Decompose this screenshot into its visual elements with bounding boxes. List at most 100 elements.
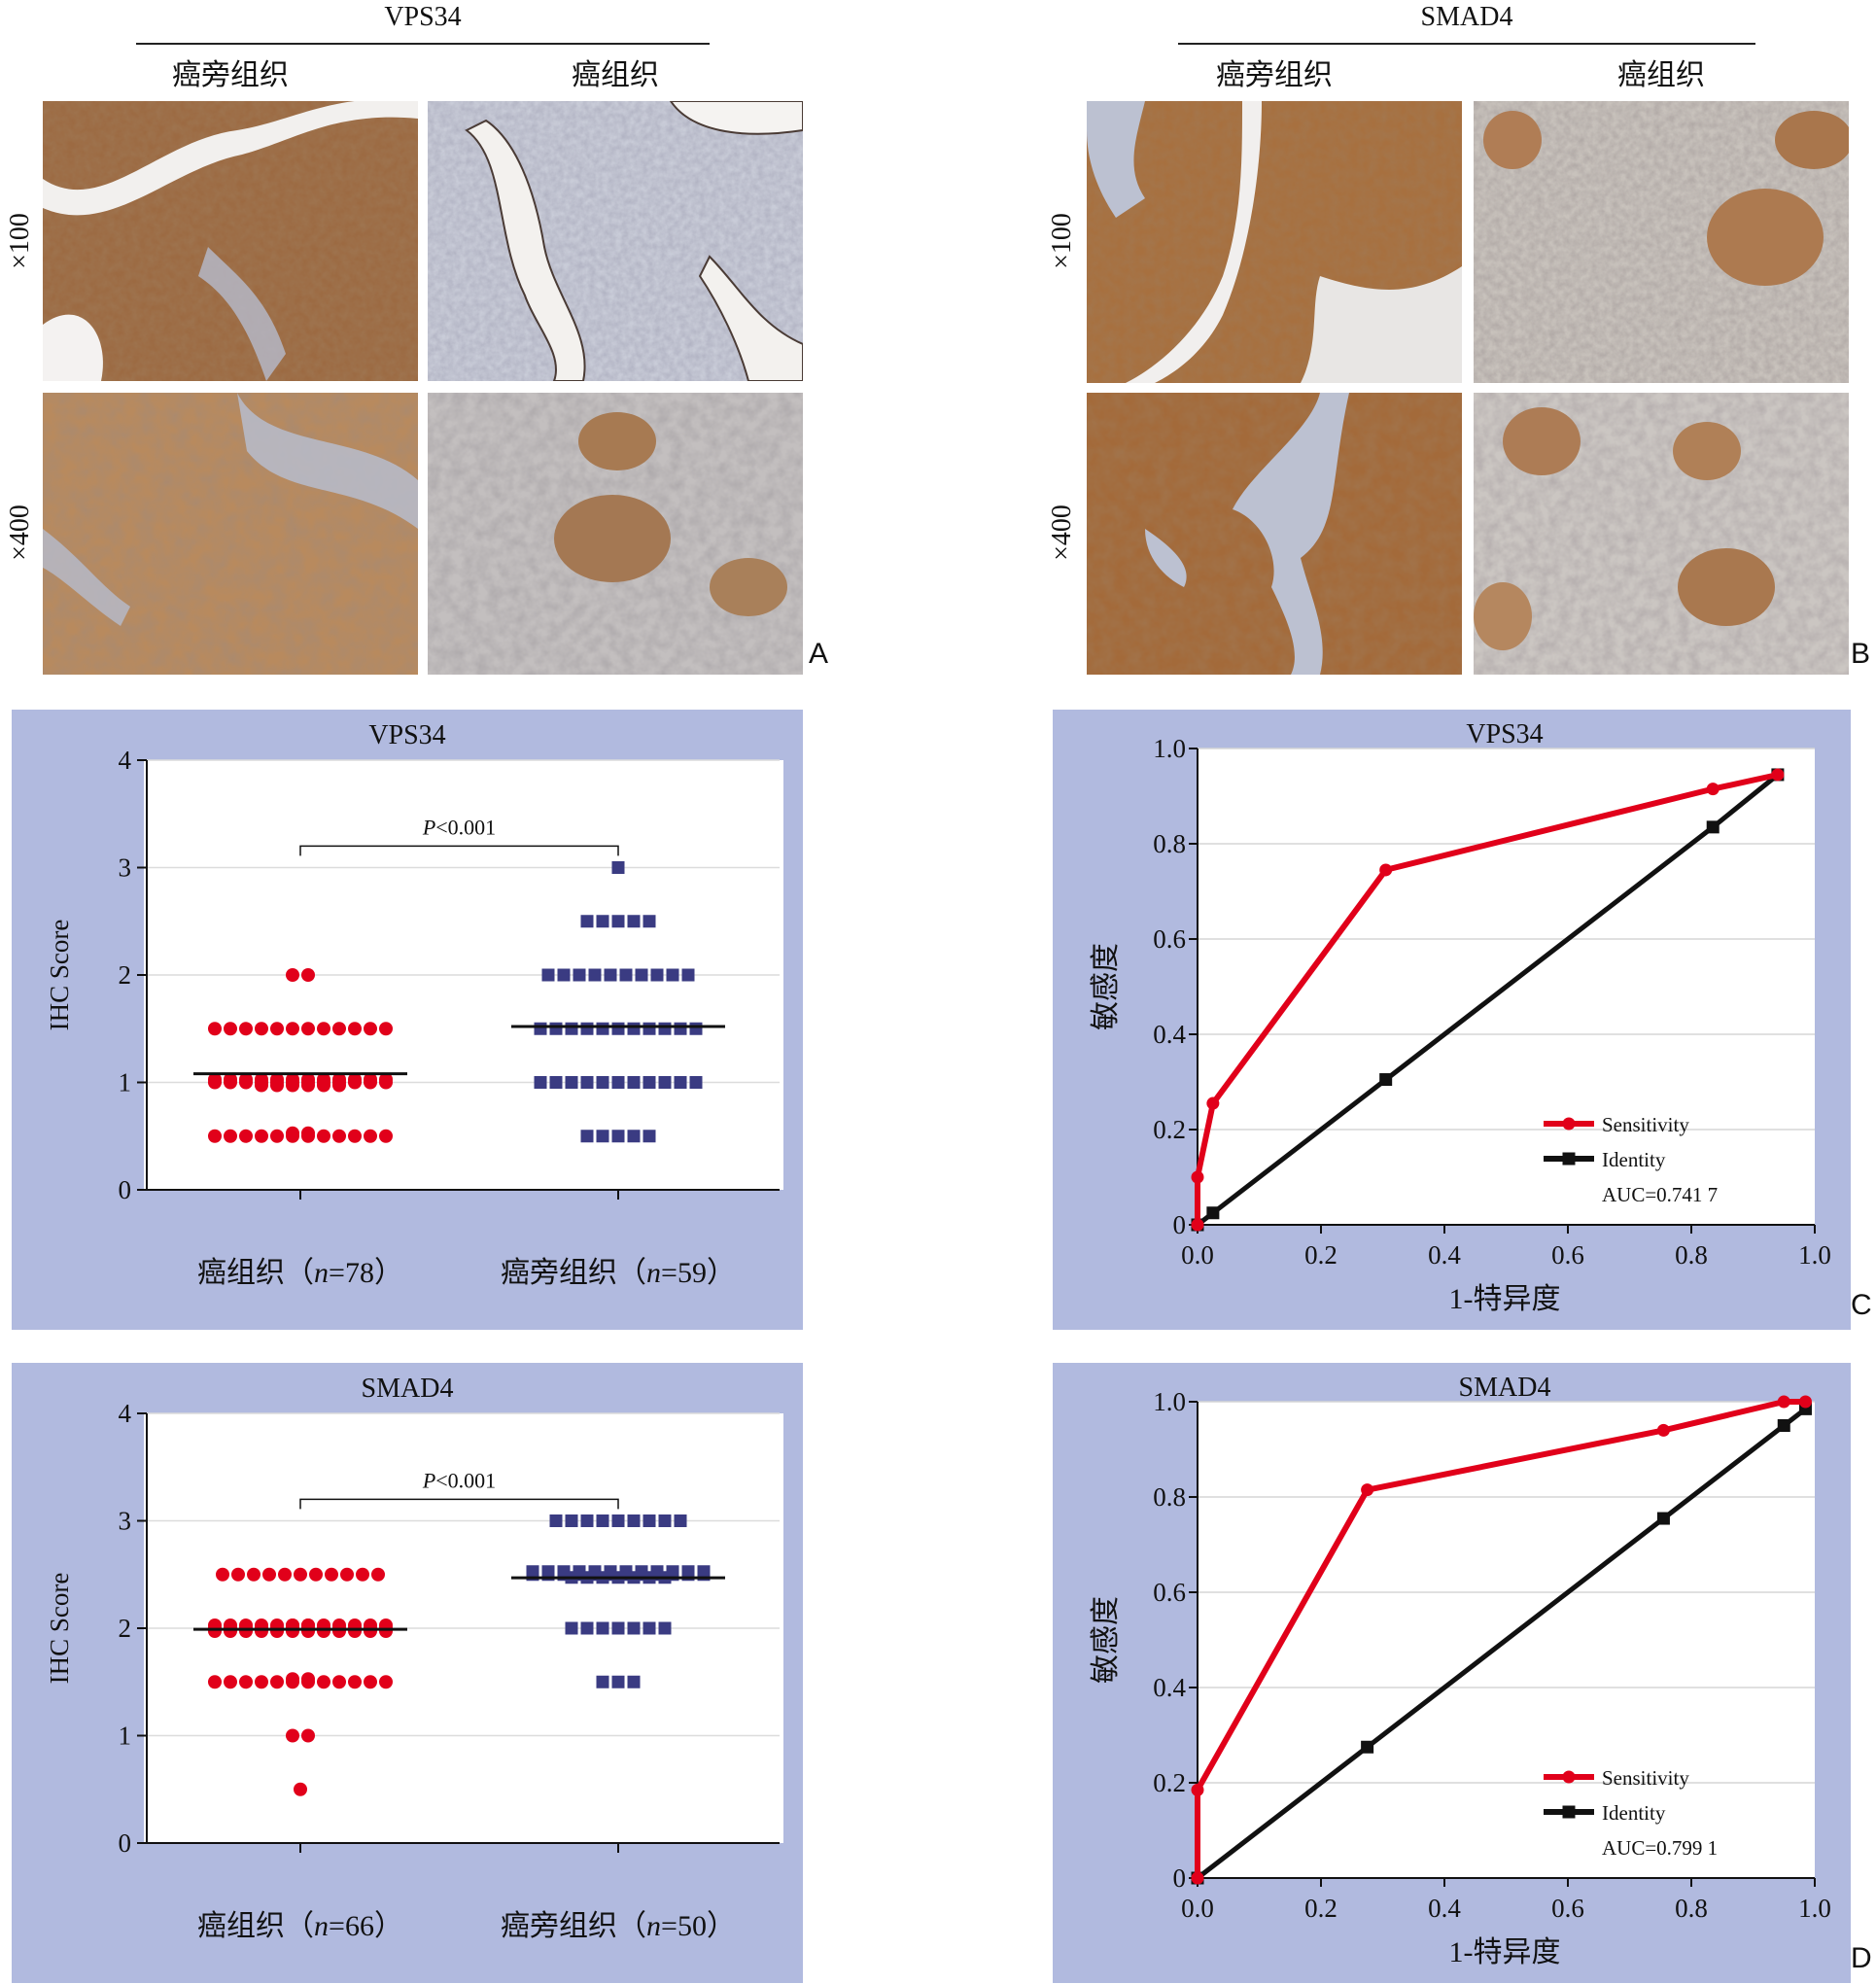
data-point <box>596 1022 609 1035</box>
data-point <box>596 1675 609 1688</box>
figure-a-header: VPS34 <box>384 2 462 32</box>
data-point <box>549 1076 563 1089</box>
data-point <box>658 1621 672 1635</box>
micrograph-vps34-adjacent-100x <box>43 101 418 381</box>
chart-vps34-roc: VPS34 0 0.2 0.4 0.6 0.8 1.0 0.0 0.2 0.4 0.6 0.8 1.0 1… <box>1090 719 1831 1315</box>
data-point <box>565 1621 578 1635</box>
x-tick-label: 1.0 <box>1798 1894 1831 1923</box>
x-category-label: 癌旁组织（n=59） <box>501 1257 736 1289</box>
data-point <box>224 1129 237 1143</box>
data-point <box>270 1078 284 1093</box>
y-tick-label: 1.0 <box>1153 1387 1186 1416</box>
data-point <box>317 1129 330 1143</box>
y-tick-label: 0.2 <box>1153 1115 1186 1144</box>
data-point <box>301 1078 315 1093</box>
data-point <box>332 1624 346 1638</box>
data-point <box>286 1672 299 1687</box>
data-point <box>1191 1783 1204 1796</box>
figure-b-header-rule <box>1178 43 1755 45</box>
data-point <box>534 1076 547 1089</box>
data-point <box>541 1565 555 1579</box>
y-tick-label: 0.8 <box>1153 829 1186 858</box>
x-category-label: 癌组织（n=78） <box>197 1257 403 1289</box>
x-tick-label: 0.0 <box>1181 1894 1214 1923</box>
data-point <box>317 1675 330 1689</box>
y-tick-label: 2 <box>119 960 132 990</box>
data-point <box>348 1675 362 1689</box>
data-point <box>596 1130 609 1143</box>
data-point <box>596 915 609 928</box>
data-point <box>286 1078 299 1093</box>
data-point <box>255 1078 268 1093</box>
data-point <box>1777 1395 1790 1409</box>
data-point <box>262 1567 276 1582</box>
figure-b-label: B <box>1851 638 1871 670</box>
data-point <box>689 1022 703 1035</box>
x-tick-label: 0.0 <box>1181 1240 1214 1270</box>
chart-title: SMAD4 <box>1459 1373 1551 1403</box>
data-point <box>348 1129 362 1143</box>
y-axis-label: IHC Score <box>45 1573 74 1685</box>
chart-panel-vps34-ihc: VPS34 0 1 2 3 4 IHC Score 癌组织（n=78） 癌旁组织（n=59） P<… <box>12 710 803 1330</box>
x-category-label: 癌组织（n=66） <box>197 1910 403 1942</box>
data-point <box>580 915 594 928</box>
x-tick-label: 0.6 <box>1551 1240 1584 1270</box>
data-point <box>611 861 625 874</box>
data-point <box>1379 863 1393 877</box>
data-point <box>1191 1218 1204 1232</box>
data-point <box>674 1022 687 1035</box>
data-point <box>596 1621 609 1635</box>
data-point <box>697 1565 711 1579</box>
data-point <box>549 1514 563 1527</box>
y-tick-label: 0.4 <box>1153 1673 1186 1702</box>
data-point <box>658 1022 672 1035</box>
chart-panel-smad4-ihc: SMAD4 0 1 2 3 4 IHC Score 癌组织（n=66） 癌旁组织（n=50） P<… <box>12 1363 803 1983</box>
data-point <box>565 1022 578 1035</box>
data-point <box>1656 1423 1670 1437</box>
data-point <box>681 968 695 982</box>
legend-marker <box>1562 1770 1576 1784</box>
data-point <box>611 1130 625 1143</box>
data-point <box>348 1072 362 1087</box>
data-point <box>317 1022 330 1036</box>
data-point <box>627 1514 641 1527</box>
data-point <box>658 1076 672 1089</box>
data-point <box>301 1022 315 1036</box>
data-point <box>1706 820 1720 834</box>
data-point <box>255 1129 268 1143</box>
legend-label: Identity <box>1602 1148 1666 1171</box>
data-point <box>364 1022 377 1036</box>
y-tick-label: 0 <box>119 1828 132 1858</box>
x-tick-label: 0.4 <box>1428 1240 1461 1270</box>
data-point <box>1379 1073 1393 1087</box>
data-point <box>549 1022 563 1035</box>
figure-b-col-adjacent: 癌旁组织 <box>1216 59 1333 91</box>
data-point <box>255 1624 268 1638</box>
data-point <box>674 1514 687 1527</box>
data-point <box>239 1072 253 1087</box>
y-axis-label: 敏感度 <box>1090 943 1122 1030</box>
data-point <box>643 1514 656 1527</box>
data-point <box>379 1129 393 1143</box>
data-point <box>1206 1206 1220 1220</box>
data-point <box>255 1675 268 1689</box>
data-point <box>364 1129 377 1143</box>
y-tick-label: 1 <box>119 1068 132 1097</box>
data-point <box>526 1565 539 1579</box>
data-point <box>231 1567 245 1582</box>
data-point <box>379 1022 393 1036</box>
data-point <box>270 1675 284 1689</box>
chart-smad4-roc: SMAD4 0 0.2 0.4 0.6 0.8 1.0 0.0 0.2 0.4 0.6 0.8 1.0 1… <box>1090 1373 1831 1968</box>
data-point <box>224 1072 237 1087</box>
data-point <box>611 1675 625 1688</box>
data-point <box>573 968 586 982</box>
data-point <box>208 1129 222 1143</box>
p-value-annotation: P<0.001 <box>422 815 496 839</box>
data-point <box>332 1129 346 1143</box>
data-point <box>1656 1512 1670 1525</box>
data-point <box>379 1072 393 1087</box>
data-point <box>627 1675 641 1688</box>
data-point <box>627 1621 641 1635</box>
data-point <box>580 1130 594 1143</box>
data-point <box>643 1621 656 1635</box>
